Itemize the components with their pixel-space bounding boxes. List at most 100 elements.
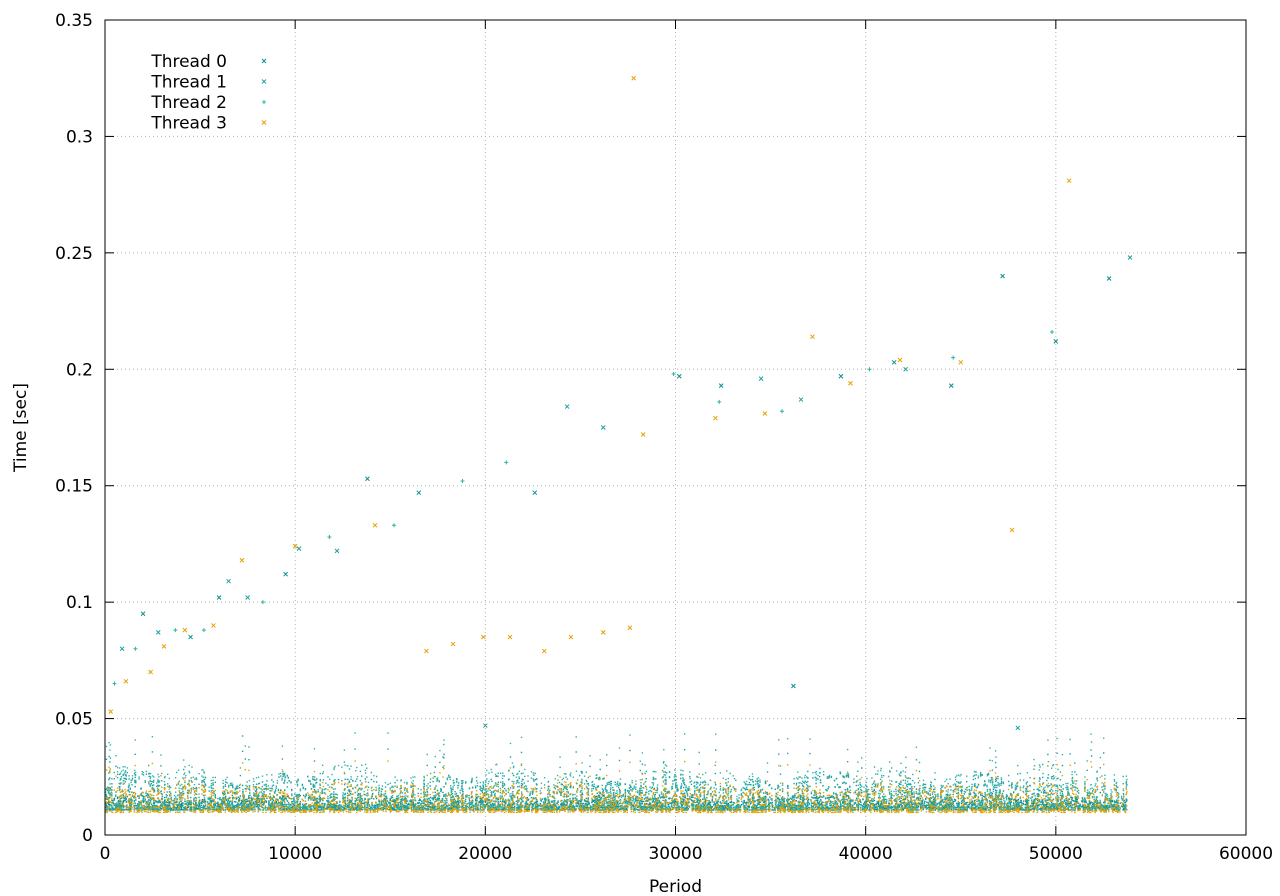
data-point [327,534,332,539]
data-point [1050,330,1055,335]
y-axis-label: Time [sec] [11,383,31,473]
data-point [1053,338,1059,344]
legend-marker [261,120,267,125]
x-tick-label: 60000 [1219,844,1273,864]
data-point [133,646,138,651]
legend-label: Thread 0 [150,52,227,72]
data-point [211,623,216,628]
x-tick-label: 20000 [458,844,512,864]
data-point [541,648,547,654]
data-point [867,367,872,372]
legend-marker [262,100,266,104]
y-tick-label: 0.3 [66,127,93,147]
y-tick-label: 0.25 [55,244,93,264]
data-point [123,678,129,684]
data-point [173,628,178,633]
data-point [627,625,633,631]
data-point [951,355,956,360]
legend-label: Thread 3 [150,114,227,134]
data-point [779,409,784,414]
data-point [948,383,954,388]
series-cloud-1 [105,748,1128,809]
data-point [188,634,193,640]
y-tick-label: 0.2 [66,360,93,380]
data-point [292,543,298,549]
legend-label: Thread 2 [150,93,227,113]
y-tick-label: 0.05 [55,710,93,730]
data-point [1066,178,1072,184]
y-tick-label: 0.15 [55,477,93,497]
data-point [600,630,606,635]
data-point [1000,273,1005,279]
data-point [504,460,509,465]
x-axis-label: Period [649,877,702,896]
data-point [161,644,167,649]
data-point [1127,255,1133,260]
data-point [758,376,764,381]
data-point [283,571,289,577]
data-points [108,75,1133,731]
data-point [296,546,302,551]
data-point [717,399,722,404]
x-tick-label: 50000 [1029,844,1083,864]
data-point [460,479,465,484]
data-point [140,611,146,617]
data-point [245,595,250,600]
series-cloud-marks [105,732,1128,811]
x-tick-label: 40000 [839,844,893,864]
data-point [791,683,796,689]
data-point [1106,276,1112,281]
series-cloud-3 [105,760,1128,814]
series-cloud-marks [105,748,1128,809]
series-cloud-marks [105,760,1128,814]
data-point [392,523,397,528]
data-point [424,648,429,654]
dense-point-clouds [105,732,1128,814]
data-point [532,490,538,496]
data-point [216,595,222,600]
axis-ticks: 0 10000 20000 30000 40000 50000 60000 0 0.05 0.1 0… [55,11,1273,864]
data-point [481,634,486,640]
x-tick-label: 10000 [268,844,322,864]
data-point [112,681,117,686]
data-point [718,383,724,388]
data-point [372,522,378,528]
data-point [260,600,265,605]
data-point [226,578,231,584]
x-tick-label: 30000 [648,844,702,864]
data-point [631,75,637,81]
data-point [108,709,114,714]
y-tick-label: 0.35 [55,11,93,31]
legend-marker [261,58,267,64]
series-0-points [140,273,1112,689]
data-point [897,357,903,363]
series-cloud-2 [105,732,1128,811]
x-tick-label: 0 [100,844,111,864]
data-point [148,669,153,675]
data-point [155,630,161,635]
series-1-points [119,255,1133,731]
data-point [201,628,206,633]
data-point [334,548,340,554]
series-3-points [108,75,1072,714]
data-point [810,334,815,340]
data-point [848,380,853,386]
data-point [762,411,768,416]
data-point [891,359,897,365]
data-point [1015,725,1021,731]
y-tick-label: 0 [82,826,93,846]
data-point [119,646,125,652]
data-point [568,634,574,640]
data-point [416,490,422,496]
data-point [600,425,606,430]
data-point [798,397,804,402]
data-point [365,476,370,482]
series-2-points [112,330,1055,686]
data-point [450,641,456,647]
data-point [239,557,245,563]
data-point [640,432,646,437]
data-point [676,373,682,379]
